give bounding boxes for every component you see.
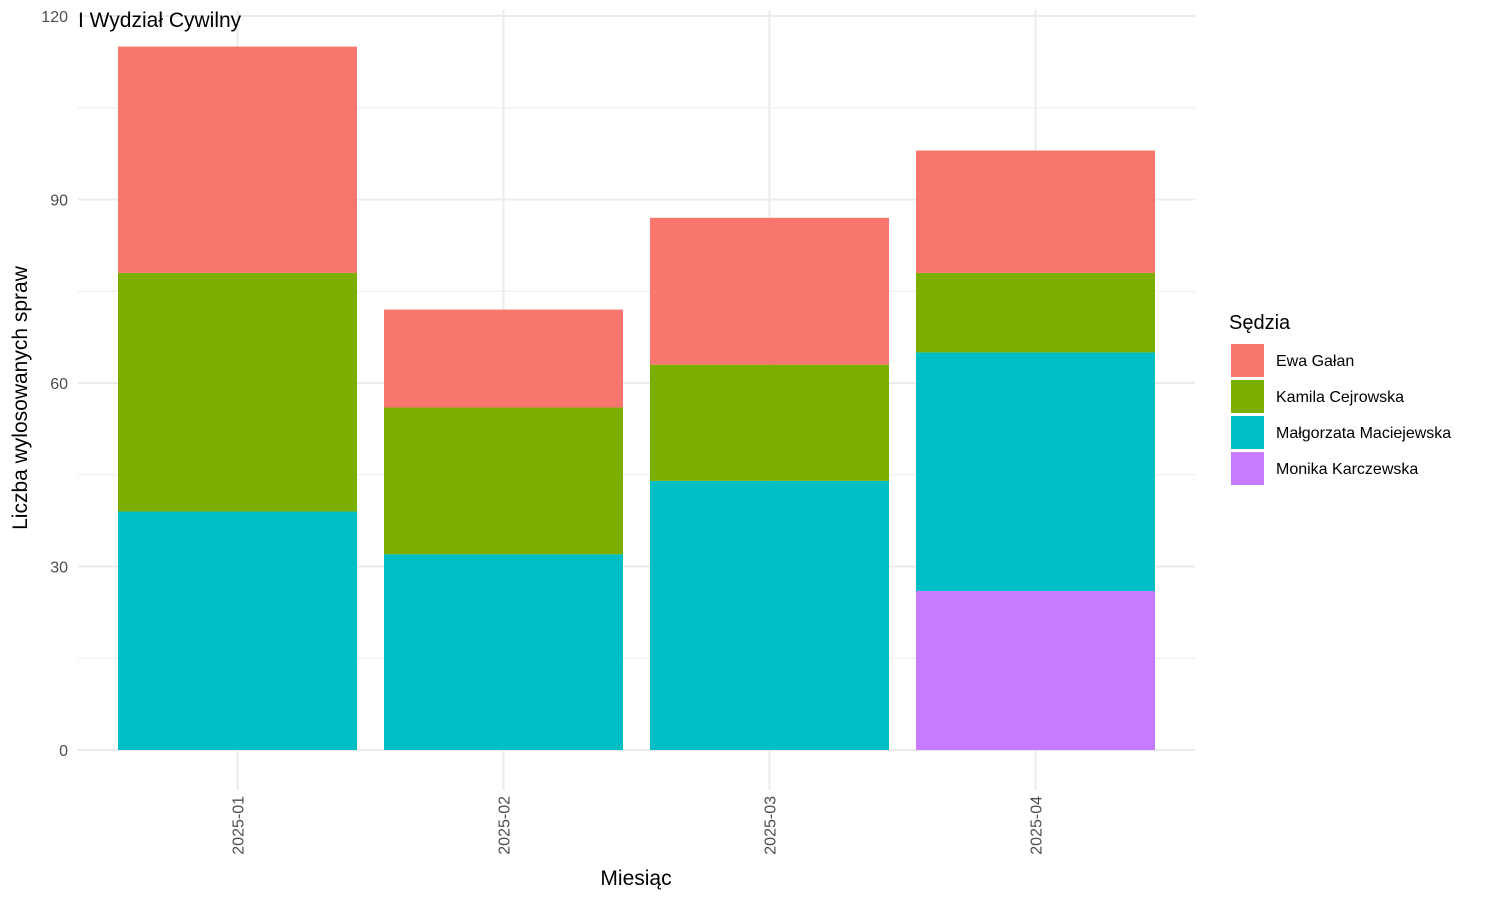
y-tick-label: 60	[50, 376, 68, 393]
bar-segment	[650, 217, 889, 365]
y-axis-label: Liczba wylosowanych spraw	[9, 265, 32, 530]
bar-segment	[650, 364, 889, 481]
legend-label: Kamila Cejrowska	[1276, 389, 1404, 406]
legend-items: Ewa Gałan Kamila Cejrowska Małgorzata Maci…	[1231, 344, 1451, 485]
bar-segment	[650, 480, 889, 750]
x-tick-label: 2025-04	[1029, 796, 1046, 855]
bar-segment	[384, 407, 623, 555]
legend-key	[1231, 344, 1264, 377]
legend-key	[1231, 380, 1264, 413]
legend-key	[1231, 452, 1264, 485]
bar-segment	[916, 352, 1155, 591]
bar-segment	[118, 272, 357, 512]
legend-label: Małgorzata Maciejewska	[1276, 425, 1451, 442]
bar-segment	[916, 590, 1155, 750]
y-tick-label: 120	[41, 9, 68, 26]
legend-label: Ewa Gałan	[1276, 353, 1354, 370]
bars	[118, 46, 1155, 750]
bar-segment	[916, 150, 1155, 273]
y-tick-label: 90	[50, 193, 68, 210]
x-axis-label: Miesiąc	[600, 867, 671, 890]
y-tick-label: 30	[50, 560, 68, 577]
y-tick-label: 0	[59, 743, 68, 760]
bar-segment	[118, 46, 357, 273]
bar-segment	[384, 309, 623, 408]
x-tick-label: 2025-01	[231, 796, 248, 855]
legend: Sędzia Ewa Gałan Kamila Cejrowska Małgorza…	[1229, 312, 1451, 485]
bar-segment	[916, 272, 1155, 353]
y-axis-ticks: 0 30 60 90 120	[41, 9, 68, 760]
bar-segment	[118, 511, 357, 750]
x-tick-label: 2025-02	[497, 796, 514, 855]
bar-segment	[384, 554, 623, 750]
x-axis-ticks: 2025-01 2025-02 2025-03 2025-04	[231, 796, 1046, 855]
x-tick-label: 2025-03	[763, 796, 780, 855]
legend-title: Sędzia	[1229, 312, 1291, 334]
legend-key	[1231, 416, 1264, 449]
chart-title: I Wydział Cywilny	[78, 9, 242, 32]
legend-label: Monika Karczewska	[1276, 461, 1418, 478]
